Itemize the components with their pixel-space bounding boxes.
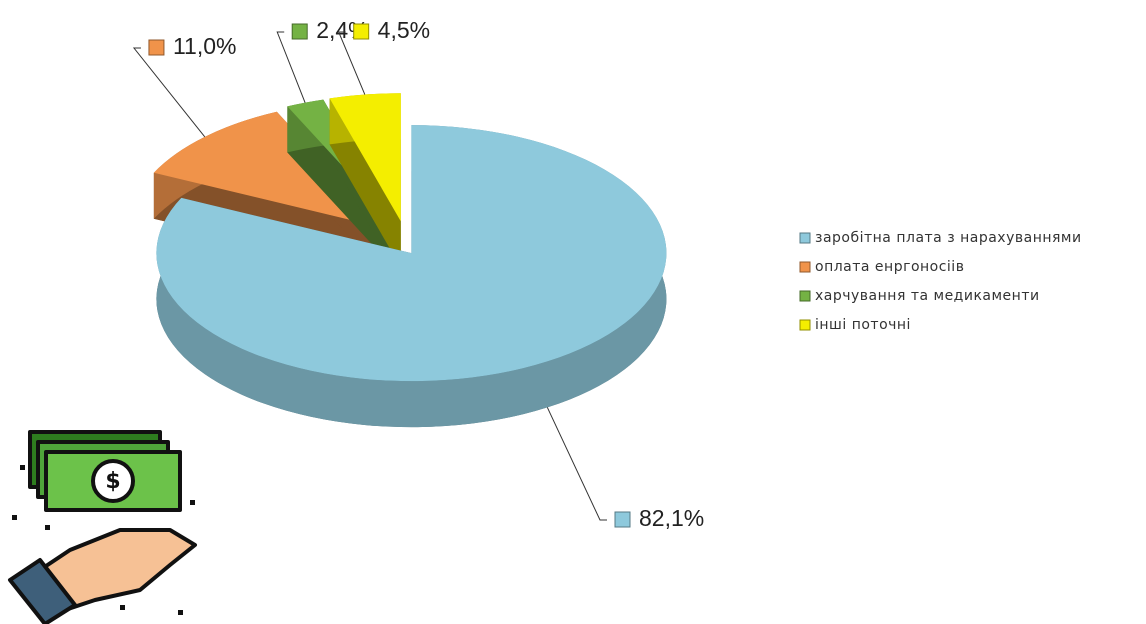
dots	[12, 465, 195, 615]
dollar-sign: $	[105, 469, 120, 494]
coin	[91, 459, 135, 503]
slice-top	[329, 93, 401, 222]
leader-line	[276, 31, 306, 103]
money-hand-icon: $	[8, 430, 197, 624]
legend-marker	[799, 261, 811, 273]
label-marker	[614, 511, 631, 528]
slice-top	[156, 125, 667, 382]
legend-label: заробітна плата з нарахуваннями	[815, 230, 1082, 246]
hand	[38, 528, 197, 612]
label-marker	[148, 39, 165, 56]
legend-label: харчування та медикаменти	[815, 288, 1040, 304]
value-label: 11,0%	[173, 33, 237, 59]
label-marker	[353, 23, 370, 40]
value-label: 4,5%	[378, 17, 430, 43]
leader-line	[337, 31, 366, 95]
legend-marker	[799, 290, 811, 302]
cuff	[8, 558, 77, 624]
slice-top	[153, 111, 384, 228]
legend-marker	[799, 232, 811, 244]
legend-marker	[799, 319, 811, 331]
value-label: 82,1%	[639, 505, 704, 531]
legend-label: оплата енргоносіів	[815, 259, 964, 275]
pie-slice	[156, 125, 667, 428]
label-marker	[291, 23, 308, 40]
leader-line	[132, 47, 206, 138]
leader-line	[546, 407, 607, 521]
pie-slice	[329, 93, 401, 268]
legend-label: інші поточні	[815, 317, 911, 333]
